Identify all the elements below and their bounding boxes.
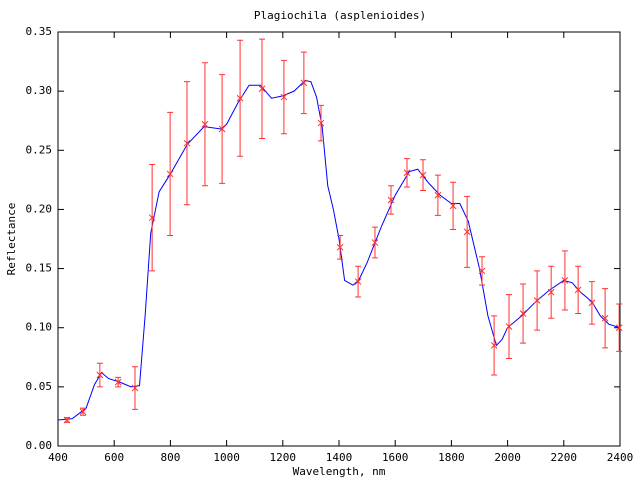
point-marker <box>371 239 379 246</box>
point-marker <box>547 288 555 296</box>
y-tick-label: 0.30 <box>26 84 53 97</box>
point-marker <box>354 278 362 285</box>
point-marker <box>218 125 226 133</box>
point-marker <box>574 286 582 294</box>
point-marker <box>236 94 244 102</box>
y-tick-label: 0.00 <box>26 439 53 452</box>
point-marker <box>403 169 411 177</box>
point-marker <box>419 171 427 179</box>
x-tick-label: 2200 <box>551 451 578 464</box>
x-tick-label: 1600 <box>382 451 409 464</box>
y-tick-label: 0.10 <box>26 321 53 334</box>
x-tick-label: 1200 <box>270 451 297 464</box>
x-tick-label: 800 <box>160 451 180 464</box>
x-tick-label: 600 <box>104 451 124 464</box>
x-tick-label: 2000 <box>494 451 521 464</box>
y-tick-label: 0.05 <box>26 380 53 393</box>
point-marker <box>280 93 288 101</box>
point-marker <box>96 371 104 379</box>
point-marker <box>533 297 541 304</box>
spectrum-line <box>57 79 621 421</box>
y-tick-label: 0.20 <box>26 202 53 215</box>
x-tick-label: 1800 <box>438 451 465 464</box>
point-marker <box>166 170 174 178</box>
point-marker <box>463 228 471 236</box>
point-marker <box>148 214 156 222</box>
point-marker <box>201 120 209 128</box>
x-axis-label: Wavelength, nm <box>293 465 386 478</box>
x-tick-label: 1400 <box>326 451 353 464</box>
point-marker <box>183 139 191 147</box>
y-axis-label: Reflectance <box>5 203 18 276</box>
point-marker <box>490 342 498 349</box>
point-marker <box>601 314 609 322</box>
x-tick-label: 400 <box>48 451 68 464</box>
point-marker <box>131 384 139 392</box>
point-marker <box>258 85 266 93</box>
y-tick-label: 0.35 <box>26 25 53 38</box>
point-marker <box>449 202 457 210</box>
x-tick-label: 2400 <box>607 451 634 464</box>
y-tick-label: 0.15 <box>26 262 53 275</box>
chart-title: Plagiochila (asplenioides) <box>254 9 426 22</box>
point-marker <box>114 378 122 386</box>
point-marker <box>588 299 596 307</box>
point-marker <box>63 416 71 424</box>
point-marker <box>505 323 513 330</box>
point-marker <box>478 267 486 275</box>
point-marker <box>336 243 344 251</box>
y-tick-label: 0.25 <box>26 143 53 156</box>
point-marker <box>561 277 569 284</box>
point-marker <box>317 119 325 127</box>
point-marker <box>615 324 623 332</box>
point-marker <box>519 310 527 317</box>
point-marker <box>434 191 442 199</box>
point-marker <box>300 79 308 87</box>
point-marker <box>387 196 395 204</box>
point-marker <box>79 408 87 416</box>
x-tick-label: 1000 <box>213 451 240 464</box>
